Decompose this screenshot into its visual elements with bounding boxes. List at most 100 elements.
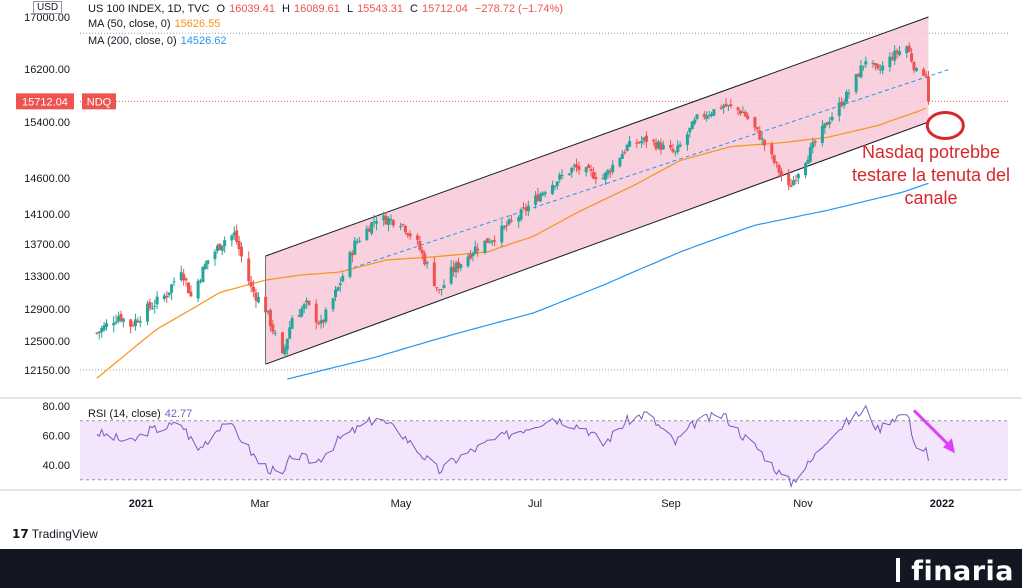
candle-body xyxy=(468,254,472,259)
candle-body xyxy=(719,107,723,109)
price-tick-label: 16200.00 xyxy=(24,64,70,76)
candle-body xyxy=(196,280,200,299)
candle-body xyxy=(459,264,463,268)
candle-body xyxy=(543,192,547,195)
candle-body xyxy=(220,245,224,251)
last-price-tag xyxy=(16,93,74,110)
candle-body xyxy=(454,263,458,273)
symbol-tag-label: NDQ xyxy=(87,96,112,108)
candle-body xyxy=(890,57,894,60)
candle-body xyxy=(905,46,909,54)
ma200-value: 14526.62 xyxy=(180,35,227,47)
price-chart[interactable]: 17000.00 16200.00 15400.00 14600.00 14100.00… xyxy=(0,0,1022,549)
candle-body xyxy=(864,61,868,65)
candle-body xyxy=(283,347,287,355)
candle-body xyxy=(837,102,841,116)
candle-body xyxy=(280,332,284,353)
candle-body xyxy=(760,138,764,140)
candle-body xyxy=(264,296,268,313)
candle-body xyxy=(710,113,714,117)
finaria-logo: finaria xyxy=(896,556,1014,587)
candle-body xyxy=(165,295,169,298)
candle-body xyxy=(806,159,810,164)
candle-body xyxy=(148,302,152,308)
moving-averages xyxy=(96,107,929,380)
candle-body xyxy=(239,246,243,257)
candle-body xyxy=(623,151,627,153)
candle-body xyxy=(230,235,234,241)
time-tick-label: Nov xyxy=(793,498,813,510)
candle-body xyxy=(707,115,711,117)
ma200-legend[interactable]: MA (200, close, 0) 14526.62 xyxy=(88,35,227,47)
candle-body xyxy=(873,62,877,66)
candle-body xyxy=(910,53,914,62)
candle-body xyxy=(794,179,798,181)
candle-body xyxy=(437,289,441,291)
rsi-legend[interactable]: RSI (14, close) 42.77 xyxy=(88,408,193,420)
axes-group: 17000.00 16200.00 15400.00 14600.00 14100.00… xyxy=(16,12,954,510)
ohlc-legend: US 100 INDEX, 1D, TVC O 16039.41 H 16089.6… xyxy=(88,3,563,15)
candle-body xyxy=(575,164,579,168)
candle-body xyxy=(184,278,188,281)
candle-body xyxy=(567,173,571,176)
candle-body xyxy=(136,320,140,323)
tradingview-logo[interactable]: 17 TradingView xyxy=(12,527,98,541)
candle-body xyxy=(285,338,289,350)
candle-body xyxy=(572,165,576,167)
candle-body xyxy=(722,105,726,108)
candle-body xyxy=(117,316,121,322)
candle-body xyxy=(813,140,817,143)
candle-body xyxy=(558,174,562,180)
candle-body xyxy=(729,104,733,107)
candle-body xyxy=(399,226,403,228)
candle-body xyxy=(541,192,545,196)
footer-bar xyxy=(0,549,1022,588)
candle-body xyxy=(189,291,193,297)
candle-body xyxy=(898,51,902,56)
candle-body xyxy=(502,226,506,228)
candle-body xyxy=(796,174,800,179)
candle-body xyxy=(319,320,323,324)
candle-body xyxy=(534,195,538,205)
candle-body xyxy=(673,151,677,153)
ma200-line xyxy=(287,182,929,380)
candle-body xyxy=(406,233,410,236)
ma50-legend[interactable]: MA (50, close, 0) 15626.55 xyxy=(88,18,221,30)
candle-body xyxy=(100,328,104,333)
candle-body xyxy=(382,215,386,221)
candle-body xyxy=(702,114,706,118)
candle-body xyxy=(907,45,911,52)
price-tick-label: 13300.00 xyxy=(24,271,70,283)
candle-body xyxy=(119,313,123,322)
candle-body xyxy=(452,267,456,272)
candle-body xyxy=(321,319,325,323)
candle-body xyxy=(493,240,497,242)
candle-body xyxy=(203,263,207,270)
candle-body xyxy=(685,134,689,145)
symbol-label[interactable]: US 100 INDEX, 1D, TVC xyxy=(88,3,210,15)
candle-body xyxy=(350,252,354,256)
candle-body xyxy=(690,121,694,130)
time-tick-label: May xyxy=(391,498,412,510)
candle-body xyxy=(199,280,203,282)
candle-body xyxy=(876,64,880,69)
candle-body xyxy=(570,167,574,173)
candle-body xyxy=(825,122,829,126)
candle-body xyxy=(331,298,335,310)
price-tick-label: 15400.00 xyxy=(24,117,70,129)
candle-body xyxy=(355,241,359,243)
currency-badge[interactable]: USD xyxy=(33,1,63,14)
tradingview-icon: 17 xyxy=(12,527,29,541)
candle-body xyxy=(924,74,928,76)
candle-body xyxy=(167,292,171,296)
candle-body xyxy=(273,332,277,334)
candle-body xyxy=(522,207,526,209)
time-tick-label: Sep xyxy=(661,498,681,510)
candle-body xyxy=(775,162,779,164)
candle-body xyxy=(307,300,311,305)
candle-body xyxy=(252,286,256,292)
candle-body xyxy=(150,308,154,310)
candle-body xyxy=(524,207,528,211)
candle-body xyxy=(676,145,680,152)
finaria-icon xyxy=(896,558,904,582)
